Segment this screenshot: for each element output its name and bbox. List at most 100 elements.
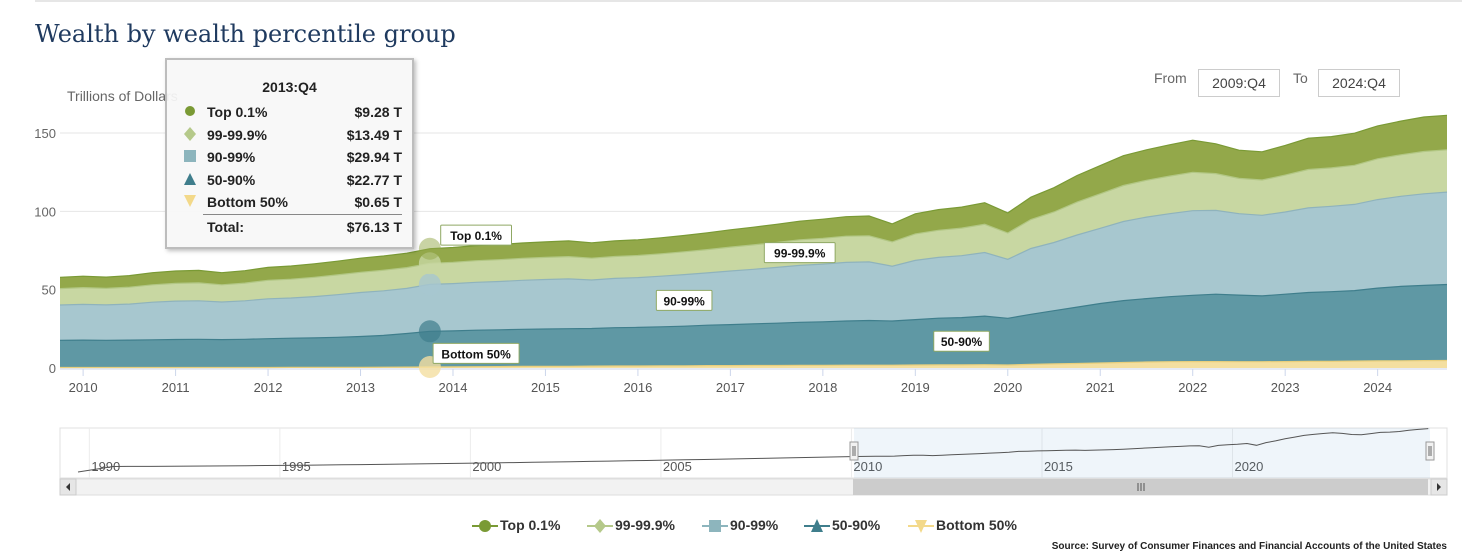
- chart-title: Wealth by wealth percentile group: [35, 20, 456, 48]
- x-tick-label: 2019: [901, 380, 930, 395]
- hover-halo: [418, 320, 441, 343]
- y-tick-label: 0: [49, 361, 56, 376]
- annotation-box: [655, 289, 713, 311]
- series-annotations: Top 0.1% 90-99% 99-99.9% 50-90% Bottom 50%: [432, 224, 990, 364]
- navigator-tick-label: 1990: [91, 459, 120, 474]
- x-tick-label: 2011: [162, 380, 190, 395]
- tooltip-row: Top 0.1% $9.28 T: [179, 102, 402, 122]
- chevron-right-icon: [1437, 483, 1441, 491]
- annotation-label: Bottom 50%: [432, 342, 520, 364]
- circle-icon: [472, 520, 498, 532]
- annotation-box: [440, 224, 513, 246]
- tooltip-series-value: $0.65 T: [354, 194, 402, 210]
- square-icon: [184, 150, 196, 162]
- y-tick-labels: 0 50 100 150: [34, 126, 56, 376]
- area-outline: [60, 359, 1448, 369]
- annotation-text: 99-99.9%: [774, 247, 826, 261]
- x-tick-label: 2012: [254, 380, 283, 395]
- triangle-icon: [804, 519, 830, 532]
- legend-label: 90-99%: [730, 517, 779, 533]
- legend: Top 0.1% 99-99.9% 90-99% 50-90% Bottom 5…: [0, 516, 1462, 536]
- x-tick-label: 2024: [1363, 380, 1392, 395]
- legend-label: 50-90%: [832, 517, 881, 533]
- tooltip-series-name: 90-99%: [207, 149, 256, 165]
- tooltip: 2013:Q4 Top 0.1% $9.28 T 99-99.9% $13.49…: [165, 58, 414, 249]
- y-tick-label: 100: [34, 204, 56, 219]
- x-tick-label: 2021: [1086, 380, 1115, 395]
- y-tick-label: 150: [34, 126, 56, 141]
- annotation-label: 99-99.9%: [763, 242, 836, 264]
- navigator-tick-label: 1995: [282, 459, 311, 474]
- area-outline: [59, 114, 1448, 278]
- navigator-handle: [849, 441, 859, 461]
- top-divider: [35, 0, 1462, 2]
- area-outline: [59, 149, 1448, 290]
- annotation-text: 90-99%: [663, 294, 705, 308]
- navigator-series-line: [77, 428, 1429, 473]
- x-tick-label: 2018: [808, 380, 837, 395]
- area-bottom-50-: [60, 360, 1447, 368]
- x-tick-labels: 2010 2011 2012 2013 2014 2015 2016 2017 2018 2019…: [69, 369, 1392, 395]
- tooltip-series-value: $9.28 T: [354, 104, 402, 120]
- tooltip-total-row: Total: $76.13 T: [179, 217, 402, 237]
- navigator: 1990 1995 2000 2005 2010 2015 2020: [59, 427, 1448, 496]
- tooltip-header: 2013:Q4: [262, 79, 317, 95]
- y-tick-label: 50: [42, 283, 56, 298]
- tooltip-series-value: $29.94 T: [346, 149, 402, 165]
- tooltip-row: 90-99% $29.94 T: [179, 147, 402, 167]
- navigator-frame: [59, 427, 1448, 479]
- x-tick-label: 2020: [993, 380, 1022, 395]
- navigator-tick-label: 2020: [1234, 459, 1263, 474]
- tooltip-series-name: 99-99.9%: [207, 127, 267, 143]
- diamond-icon: [587, 519, 613, 533]
- annotation-box: [432, 342, 520, 364]
- triangle-icon: [184, 173, 196, 185]
- square-icon: [702, 520, 728, 532]
- diamond-icon: [184, 127, 196, 141]
- x-tick-label: 2016: [623, 380, 652, 395]
- navigator-tick-label: 2010: [853, 459, 882, 474]
- annotation-text: Bottom 50%: [441, 347, 511, 361]
- navigator-tick-label: 2000: [472, 459, 501, 474]
- area-outline: [59, 283, 1448, 341]
- range-from-label: From: [1154, 70, 1187, 86]
- x-tick-label: 2023: [1271, 380, 1300, 395]
- legend-label: Bottom 50%: [936, 517, 1017, 533]
- annotation-label: 90-99%: [655, 289, 713, 311]
- tooltip-series-name: 50-90%: [207, 172, 256, 188]
- x-tick-label: 2010: [69, 380, 98, 395]
- annotation-box: [933, 330, 990, 352]
- x-tick-label: 2015: [531, 380, 560, 395]
- tooltip-row: 99-99.9% $13.49 T: [179, 125, 402, 145]
- x-tick-label: 2022: [1178, 380, 1207, 395]
- annotation-label: 50-90%: [933, 330, 990, 352]
- chevron-left-icon: [66, 483, 70, 491]
- annotation-box: [763, 242, 836, 264]
- source-note: Source: Survey of Consumer Finances and …: [1051, 541, 1447, 552]
- tooltip-series-value: $22.77 T: [346, 172, 402, 188]
- tooltip-total-label: Total:: [207, 219, 245, 235]
- tooltip-divider: [203, 214, 402, 215]
- x-tick-label: 2014: [439, 380, 468, 395]
- legend-label: Top 0.1%: [500, 517, 561, 533]
- y-axis-title: Trillions of Dollars: [67, 88, 178, 104]
- navigator-handle: [1425, 441, 1435, 461]
- range-to-input[interactable]: 2024:Q4: [1318, 69, 1400, 97]
- area-50-90-: [60, 284, 1447, 368]
- area-outline: [59, 191, 1448, 306]
- range-to-label: To: [1293, 70, 1308, 86]
- tooltip-series-name: Bottom 50%: [207, 194, 288, 210]
- tooltip-total-value: $76.13 T: [346, 219, 402, 235]
- navigator-selection: [854, 428, 1430, 478]
- annotation-label: Top 0.1%: [440, 224, 513, 246]
- hover-halo: [418, 237, 441, 260]
- circle-icon: [185, 106, 195, 116]
- tooltip-row: Bottom 50% $0.65 T: [179, 192, 402, 212]
- navigator-tick-label: 2015: [1044, 459, 1073, 474]
- hover-halo: [418, 273, 441, 296]
- range-from-input[interactable]: 2009:Q4: [1198, 69, 1280, 97]
- tooltip-series-value: $13.49 T: [346, 127, 402, 143]
- stacked-areas: [59, 114, 1448, 369]
- tooltip-row: 50-90% $22.77 T: [179, 170, 402, 190]
